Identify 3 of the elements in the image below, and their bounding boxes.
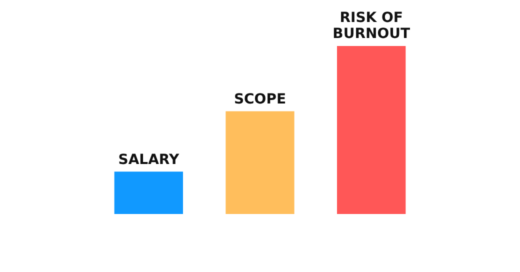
x-tick-label: SALARY [118,152,180,168]
x-tick-label: SCOPE [234,92,286,108]
x-tick-label: RISK OF BURNOUT [332,10,410,42]
